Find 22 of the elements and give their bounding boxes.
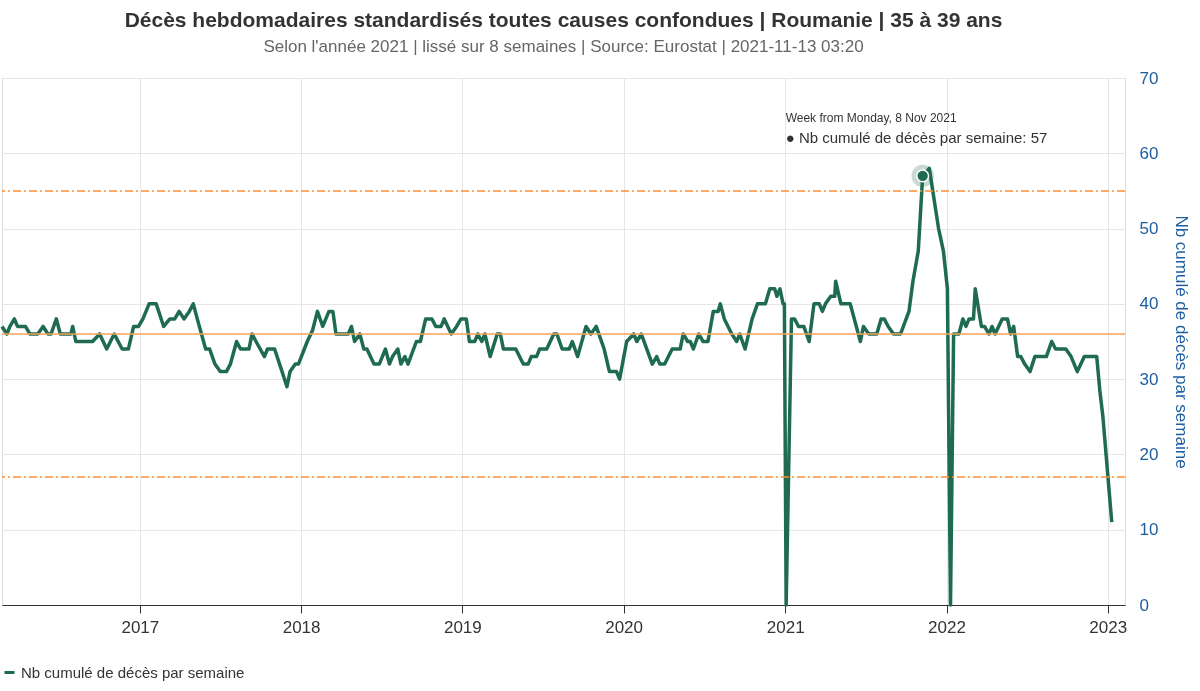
y-tick-label: 20 — [1139, 444, 1159, 464]
y-axis-title: Nb cumulé de décès par semaine — [1172, 215, 1192, 469]
chart-subtitle: Selon l'année 2021 | lissé sur 8 semaines | Source: Eurostat | 2021-11-13 03:20 — [263, 37, 864, 56]
y-tick-label: 10 — [1139, 520, 1159, 540]
y-tick-label: 0 — [1139, 595, 1149, 615]
line-series — [0, 166, 1114, 607]
x-tick-label: 2017 — [121, 617, 160, 637]
x-tick-label: 2022 — [928, 617, 966, 637]
y-tick-label: 60 — [1139, 143, 1159, 163]
y-tick-label: 70 — [1139, 68, 1159, 88]
y-tick-label: 40 — [1139, 294, 1159, 314]
legend-label: Nb cumulé de décès par semaine — [21, 663, 245, 681]
y-tick-label: 50 — [1139, 219, 1159, 239]
x-tick-label: 2023 — [1089, 617, 1128, 637]
x-tick-label: 2021 — [766, 617, 805, 637]
chart-title: Décès hebdomadaires standardisés toutes causes confondues | Roumanie | 35 à 39 ans — [124, 8, 1003, 31]
x-tick-label: 2020 — [605, 617, 643, 637]
x-tick-label: 2018 — [282, 617, 321, 637]
annotation: Week from Monday, 8 Nov 2021 — [785, 110, 957, 125]
y-tick-label: 30 — [1139, 369, 1159, 389]
x-tick-label: 2019 — [443, 617, 482, 637]
annotation: ● Nb cumulé de décès par semaine: 57 — [785, 128, 1048, 146]
